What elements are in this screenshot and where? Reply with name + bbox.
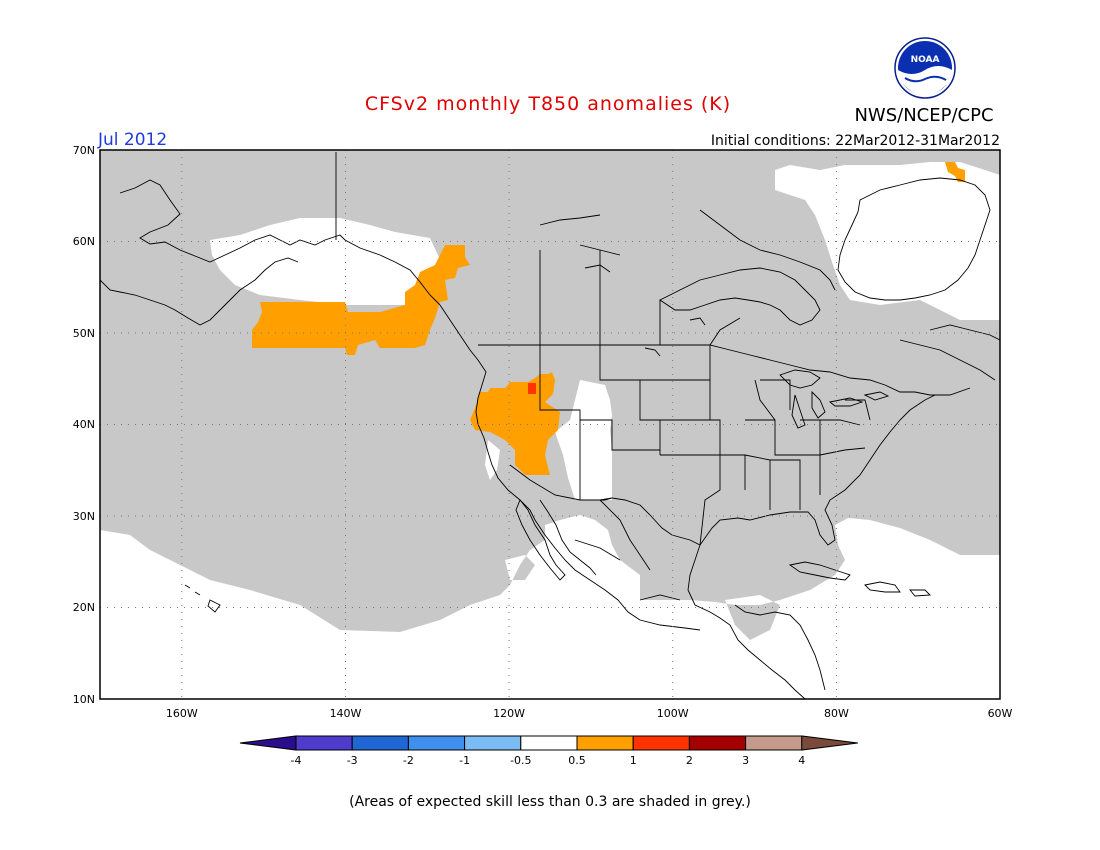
colorbar-swatch xyxy=(576,735,634,751)
lat-label: 40N xyxy=(73,418,95,431)
anomaly-great-basin xyxy=(470,372,560,475)
colorbar-swatch xyxy=(520,735,578,751)
colorbar-swatch xyxy=(632,735,690,751)
colorbar-tick-label: -2 xyxy=(403,754,414,767)
colorbar-swatch xyxy=(745,735,803,751)
forecast-month: Jul 2012 xyxy=(97,130,167,150)
lon-label: 140W xyxy=(330,707,362,720)
agency-label: NWS/NCEP/CPC xyxy=(854,105,993,126)
skill-footnote: (Areas of expected skill less than 0.3 a… xyxy=(349,794,751,810)
lat-label: 50N xyxy=(73,327,95,340)
colorbar-swatch xyxy=(295,735,353,751)
colorbar-tick-label: 2 xyxy=(686,754,693,767)
lon-label: 80W xyxy=(824,707,849,720)
map-gridlines xyxy=(100,150,1000,699)
lat-label: 10N xyxy=(73,693,95,706)
lon-label: 100W xyxy=(657,707,689,720)
map-outlines xyxy=(100,152,1000,699)
longitude-labels: 160W 140W 120W 100W 80W 60W xyxy=(166,707,1013,720)
colorbar-arrow-low xyxy=(239,735,297,751)
lon-label: 60W xyxy=(988,707,1013,720)
colorbar-tick-label: 4 xyxy=(798,754,805,767)
map-panel xyxy=(100,150,1000,699)
lat-label: 30N xyxy=(73,510,95,523)
anomaly-great-basin-peak xyxy=(528,383,536,394)
colorbar-swatch xyxy=(688,735,747,751)
lat-label: 60N xyxy=(73,235,95,248)
colorbar-tick-label: -1 xyxy=(459,754,470,767)
colorbar-swatch xyxy=(407,735,466,751)
lat-label: 70N xyxy=(73,144,95,157)
colorbar-tick-label: -0.5 xyxy=(510,754,531,767)
colorbar: -4 -3 -2 -1 -0.5 0.5 1 2 3 4 xyxy=(239,735,858,767)
colorbar-tick-label: -4 xyxy=(291,754,302,767)
colorbar-tick-label: -3 xyxy=(347,754,358,767)
figure-title: CFSv2 monthly T850 anomalies (K) xyxy=(365,93,731,115)
noaa-logo-text: NOAA xyxy=(911,55,940,65)
noaa-logo: NOAA xyxy=(894,37,956,99)
colorbar-swatch xyxy=(351,735,409,751)
lat-label: 20N xyxy=(73,601,95,614)
colorbar-tick-label: 0.5 xyxy=(568,754,586,767)
colorbar-swatch xyxy=(464,735,522,751)
colorbar-tick-label: 1 xyxy=(630,754,637,767)
colorbar-arrow-high xyxy=(801,735,858,751)
lon-label: 160W xyxy=(166,707,198,720)
anomaly-pacific-northeast xyxy=(252,245,470,355)
latitude-labels: 70N 60N 50N 40N 30N 20N 10N xyxy=(73,144,95,706)
initial-conditions: Initial conditions: 22Mar2012-31Mar2012 xyxy=(711,133,1000,149)
map-frame xyxy=(99,149,1001,700)
anomaly-greenland xyxy=(945,162,965,182)
colorbar-tick-label: 3 xyxy=(742,754,749,767)
lon-label: 120W xyxy=(493,707,525,720)
